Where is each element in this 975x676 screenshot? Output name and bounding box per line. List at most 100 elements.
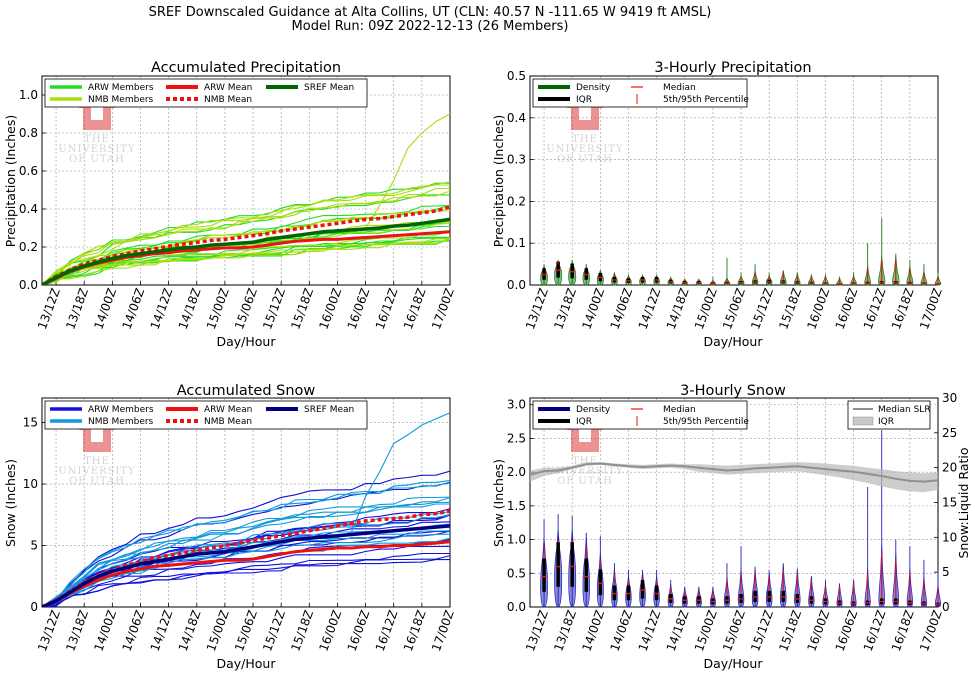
three-hourly-precip-xtick-label: 14/00Z bbox=[579, 286, 607, 331]
accum-precip-member-line bbox=[42, 182, 450, 285]
three-hourly-snow-ytick-label: 2.0 bbox=[507, 465, 526, 479]
three-hourly-precip-ylabel: Precipitation (Inches) bbox=[491, 115, 506, 247]
legend-snow-nmb-mean: NMB Mean bbox=[204, 417, 252, 427]
accum-precip-xtick-label: 17/00Z bbox=[429, 286, 457, 331]
accum-snow-member-line bbox=[42, 559, 450, 607]
three-hourly-snow-violins bbox=[540, 430, 942, 608]
accum-snow-xtick-label: 17/00Z bbox=[429, 608, 457, 653]
three-hourly-precip-xtick-label: 15/06Z bbox=[720, 286, 748, 331]
three-hourly-snow-ytick-label: 2.5 bbox=[507, 431, 526, 445]
accum-snow-sref-mean-line bbox=[42, 524, 450, 607]
three-hourly-precip-ytick-label: 0.4 bbox=[507, 111, 526, 125]
accum-precip-xtick-label: 16/12Z bbox=[373, 286, 401, 331]
three-hourly-snow-panel: 3-Hourly Snow Snow (Inches) Snow:Liquid … bbox=[491, 383, 971, 671]
accum-precip-logo-line2: UNIVERSITY bbox=[58, 144, 135, 155]
three-hourly-precip-panel: 3-Hourly Precipitation Precipitation (In… bbox=[491, 60, 812, 349]
accum-snow-logo-line1: THE bbox=[84, 456, 110, 467]
accum-precip-member-line bbox=[42, 181, 450, 285]
three-hourly-precip-xtick-label: 15/12Z bbox=[748, 286, 776, 331]
three-hourly-precip-legend: Density IQR Median 5th/95th Percentile bbox=[532, 78, 749, 108]
three-hourly-snow-logo-u-shape bbox=[571, 428, 599, 452]
accum-snow-panel: Accumulated Snow Snow (Inches) Day/Hour bbox=[3, 383, 315, 671]
accum-precip-xtick-label: 15/06Z bbox=[232, 286, 260, 331]
accum-precip-member-line bbox=[42, 194, 450, 285]
accum-snow-ylabel: Snow (Inches) bbox=[3, 459, 18, 547]
accum-precip-xlabel: Day/Hour bbox=[216, 334, 276, 349]
three-hourly-precip-logo-line1: THE bbox=[572, 134, 598, 145]
three-hourly-snow-xtick-label: 14/06Z bbox=[608, 608, 636, 653]
accum-snow-member-line bbox=[42, 482, 450, 607]
three-hourly-snow-title: 3-Hourly Snow bbox=[680, 383, 786, 399]
accum-snow-member-lines bbox=[42, 412, 450, 607]
accum-snow-xtick-label: 14/00Z bbox=[91, 608, 119, 653]
accum-precip-xtick-label: 14/12Z bbox=[148, 286, 176, 331]
accum-snow-xtick-label: 13/18Z bbox=[63, 608, 91, 653]
accum-snow-xtick-label: 14/12Z bbox=[148, 608, 176, 653]
slr-ytick-label: 10 bbox=[942, 530, 957, 544]
accum-precip-title: Accumulated Precipitation bbox=[151, 60, 341, 76]
three-hourly-snow-ylabel: Snow (Inches) bbox=[491, 459, 506, 547]
accum-precip-xtick-label: 14/06Z bbox=[120, 286, 148, 331]
accum-snow-ytick-label: 5 bbox=[30, 539, 38, 553]
slr-ytick-label: 20 bbox=[942, 461, 957, 475]
three-hourly-snow-xtick-label: 15/06Z bbox=[720, 608, 748, 653]
accum-snow-logo-u-shape bbox=[83, 428, 111, 452]
legend-nmb-members: NMB Members bbox=[88, 95, 154, 105]
accum-snow-ytick-label: 0 bbox=[30, 600, 38, 614]
accum-precip-nmb-mean-line bbox=[42, 205, 450, 285]
accum-snow-member-line bbox=[42, 501, 450, 607]
accum-snow-xlabel: Day/Hour bbox=[216, 656, 276, 671]
accum-snow-xtick-label: 13/12Z bbox=[35, 608, 63, 653]
accum-precip-xtick-label: 14/00Z bbox=[91, 286, 119, 331]
three-hourly-precip-ytick-label: 0.2 bbox=[507, 194, 526, 208]
accum-snow-member-line bbox=[42, 514, 450, 607]
three-hourly-snow-ytick-label: 3.0 bbox=[507, 398, 526, 412]
accum-snow-title: Accumulated Snow bbox=[177, 383, 316, 399]
three-hourly-precip-title: 3-Hourly Precipitation bbox=[654, 60, 811, 76]
slr-legend: Median SLR IQR bbox=[847, 400, 931, 430]
accum-precip-sref-mean-line bbox=[42, 217, 450, 285]
accum-precip-xtick-label: 15/18Z bbox=[288, 286, 316, 331]
three-hourly-snow-xtick-label: 17/00Z bbox=[917, 608, 945, 653]
accum-precip-logo-u-shape bbox=[83, 106, 111, 130]
accum-precip-logo-line3: OF UTAH bbox=[69, 154, 125, 165]
accum-precip-xtick-label: 16/00Z bbox=[316, 286, 344, 331]
accum-precip-ylabel: Precipitation (Inches) bbox=[3, 115, 18, 247]
three-hourly-snow-xtick-label: 15/18Z bbox=[776, 608, 804, 653]
three-hourly-snow-xtick-label: 15/12Z bbox=[748, 608, 776, 653]
slr-ytick-label: 25 bbox=[942, 426, 957, 440]
accum-snow-xtick-label: 15/06Z bbox=[232, 608, 260, 653]
three-hourly-precip-xtick-label: 16/12Z bbox=[861, 286, 889, 331]
three-hourly-snow-logo-line3: OF UTAH bbox=[557, 476, 613, 487]
accum-snow-member-line bbox=[42, 552, 450, 607]
three-hourly-snow-xtick-label: 13/18Z bbox=[551, 608, 579, 653]
accum-precip-xtick-label: 13/18Z bbox=[63, 286, 91, 331]
legend-snow-median: Median bbox=[663, 405, 696, 415]
suptitle-line1: SREF Downscaled Guidance at Alta Collins… bbox=[149, 5, 712, 20]
three-hourly-snow-xtick-label: 16/00Z bbox=[804, 608, 832, 653]
three-hourly-precip-xtick-label: 14/12Z bbox=[636, 286, 664, 331]
accum-snow-member-line bbox=[42, 470, 450, 607]
accum-snow-ytick-label: 15 bbox=[23, 416, 38, 430]
three-hourly-precip-xtick-label: 16/18Z bbox=[889, 286, 917, 331]
three-hourly-precip-ytick-label: 0.3 bbox=[507, 153, 526, 167]
three-hourly-snow-xtick-label: 14/18Z bbox=[664, 608, 692, 653]
accum-precip-ytick-label: 0.8 bbox=[19, 126, 38, 140]
accum-snow-member-line bbox=[42, 510, 450, 607]
accum-snow-xtick-label: 14/06Z bbox=[120, 608, 148, 653]
legend-slr-iqr: IQR bbox=[878, 417, 894, 427]
three-hourly-precip-xtick-label: 13/12Z bbox=[523, 286, 551, 331]
three-hourly-precip-xtick-label: 14/18Z bbox=[664, 286, 692, 331]
three-hourly-precip-xtick-label: 15/00Z bbox=[692, 286, 720, 331]
accum-precip-legend: ARW Members NMB Members ARW Mean NMB Mea… bbox=[44, 78, 368, 108]
suptitle-line2: Model Run: 09Z 2022-12-13 (26 Members) bbox=[292, 19, 569, 34]
accum-snow-xtick-label: 15/00Z bbox=[204, 608, 232, 653]
three-hourly-snow-xtick-label: 14/00Z bbox=[579, 608, 607, 653]
legend-snow-percentile: 5th/95th Percentile bbox=[663, 417, 749, 427]
three-hourly-snow-logo-line1: THE bbox=[572, 456, 598, 467]
three-hourly-precip-xtick-label: 13/18Z bbox=[551, 286, 579, 331]
